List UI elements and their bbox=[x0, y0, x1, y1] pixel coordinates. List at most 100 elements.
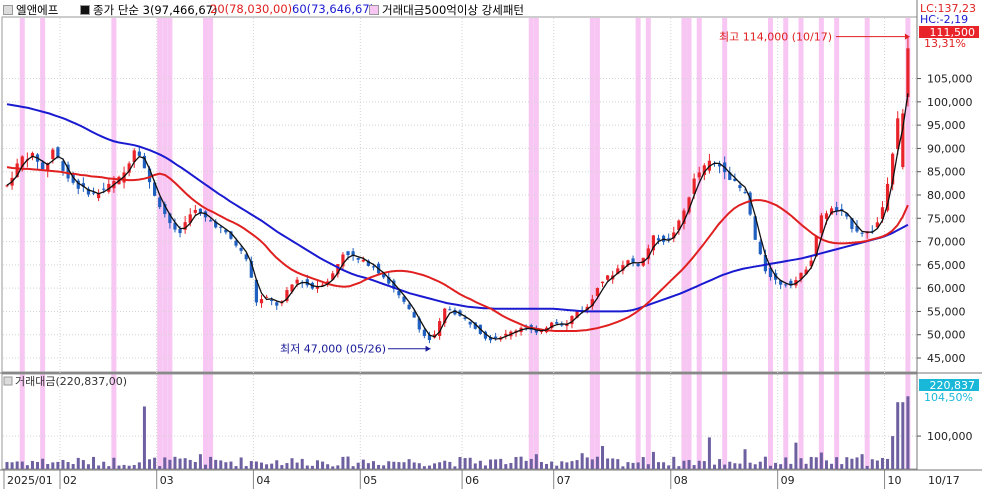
volume-bar bbox=[265, 464, 269, 469]
volume-bar bbox=[901, 402, 905, 469]
volume-bar bbox=[529, 458, 533, 469]
condition-legend[interactable]: 거래대금500억이상 강세패턴 bbox=[369, 2, 524, 18]
candle-body bbox=[427, 334, 432, 341]
candle-body bbox=[799, 272, 803, 280]
high-annotation-label: 최고 114,000 (10/17) bbox=[719, 31, 832, 44]
candle-body bbox=[733, 178, 737, 181]
volume-bar bbox=[76, 457, 80, 469]
volume-bar bbox=[5, 461, 9, 469]
volume-bar bbox=[478, 460, 482, 469]
volume-bar bbox=[718, 459, 722, 469]
price-badge bbox=[919, 26, 979, 38]
candle-body bbox=[438, 321, 442, 336]
ma60-legend[interactable]: 60(73,646,67) bbox=[292, 2, 375, 16]
high-arrow-head-icon bbox=[904, 33, 910, 40]
volume-bar bbox=[443, 460, 447, 469]
volume-bar bbox=[107, 466, 111, 469]
condition-highlight-band bbox=[767, 18, 773, 469]
price-tick-label: 105,000 bbox=[927, 73, 973, 86]
legend-square-icon bbox=[369, 5, 379, 15]
volume-bar bbox=[758, 461, 762, 469]
volume-bar bbox=[351, 466, 355, 469]
change-percent-label: 13,31% bbox=[924, 37, 966, 50]
candle-body bbox=[61, 161, 65, 171]
price-tick-label: 55,000 bbox=[927, 305, 966, 318]
candle-body bbox=[763, 254, 767, 272]
price-tick-label: 75,000 bbox=[927, 212, 966, 225]
candle-body bbox=[784, 284, 788, 286]
candle-body bbox=[468, 321, 472, 325]
candle-body bbox=[595, 287, 600, 296]
volume-bar bbox=[489, 459, 493, 469]
candle-body bbox=[97, 193, 101, 199]
candle-body bbox=[346, 251, 350, 255]
volume-bar bbox=[321, 461, 325, 469]
candle-body bbox=[275, 302, 279, 306]
candle-body bbox=[753, 216, 757, 240]
candle-body bbox=[575, 310, 579, 318]
volume-bar bbox=[366, 463, 370, 469]
volume-bar bbox=[641, 457, 645, 469]
volume-bar bbox=[46, 464, 50, 469]
ma3-line bbox=[6, 93, 909, 340]
volume-bar bbox=[779, 464, 783, 469]
candle-body bbox=[361, 259, 365, 262]
ma3-legend[interactable]: 종가 단순 3(97,466,67) bbox=[80, 2, 217, 18]
volume-bar bbox=[595, 456, 599, 469]
candle-body bbox=[646, 248, 650, 260]
candle-body bbox=[585, 306, 589, 310]
volume-bar bbox=[723, 464, 727, 469]
candle-body bbox=[168, 213, 172, 224]
candle-body bbox=[46, 163, 50, 171]
lc-label: LC:137,23 bbox=[920, 2, 976, 15]
volume-bar bbox=[850, 458, 854, 469]
candle-body bbox=[473, 322, 477, 329]
volume-bar bbox=[636, 462, 640, 469]
volume-panel-title: 거래대금(220,837,00) bbox=[15, 375, 127, 388]
candle-body bbox=[351, 251, 355, 256]
volume-bar bbox=[748, 462, 752, 469]
volume-bar bbox=[692, 465, 696, 469]
volume-bar bbox=[356, 462, 360, 469]
candle-body bbox=[555, 322, 559, 324]
volume-bar bbox=[662, 462, 666, 469]
volume-bar bbox=[499, 458, 503, 469]
volume-bar bbox=[158, 466, 162, 469]
volume-bar bbox=[886, 458, 890, 469]
price-tick-label: 50,000 bbox=[927, 329, 966, 342]
volume-bar bbox=[10, 462, 14, 469]
volume-bar bbox=[814, 457, 818, 469]
volume-bar bbox=[830, 463, 834, 469]
volume-bar bbox=[178, 458, 182, 469]
low-annotation-label: 최저 47,000 (05/26) bbox=[280, 343, 386, 356]
volume-bar bbox=[224, 462, 228, 469]
volume-bar bbox=[193, 461, 197, 469]
candle-body bbox=[891, 153, 895, 185]
condition-highlight-band bbox=[905, 18, 911, 469]
stock-name[interactable]: 엘앤에프 bbox=[3, 2, 58, 18]
condition-highlight-band bbox=[162, 18, 168, 469]
condition-highlight-band bbox=[19, 18, 25, 469]
candle-body bbox=[829, 208, 834, 215]
candle-body bbox=[631, 258, 635, 263]
volume-bar bbox=[153, 457, 157, 469]
volume-bar bbox=[606, 458, 610, 469]
x-axis-label: 08 bbox=[674, 474, 688, 487]
volume-bar bbox=[555, 465, 559, 469]
volume-bar bbox=[550, 461, 554, 469]
volume-bar bbox=[753, 464, 757, 469]
volume-bar bbox=[61, 459, 65, 469]
volume-bar bbox=[387, 461, 391, 469]
volume-bar bbox=[112, 457, 116, 469]
candle-body bbox=[66, 164, 70, 179]
candle-body bbox=[626, 260, 630, 266]
ma20-legend[interactable]: 20(78,030,00) bbox=[210, 2, 293, 16]
volume-bar bbox=[768, 465, 772, 469]
volume-bar bbox=[539, 462, 543, 469]
volume-bar bbox=[137, 462, 141, 469]
x-axis-label: 07 bbox=[557, 474, 571, 487]
last-date-label: 10/17 bbox=[928, 474, 960, 487]
candle-body bbox=[326, 281, 330, 284]
volume-bar bbox=[575, 460, 579, 469]
